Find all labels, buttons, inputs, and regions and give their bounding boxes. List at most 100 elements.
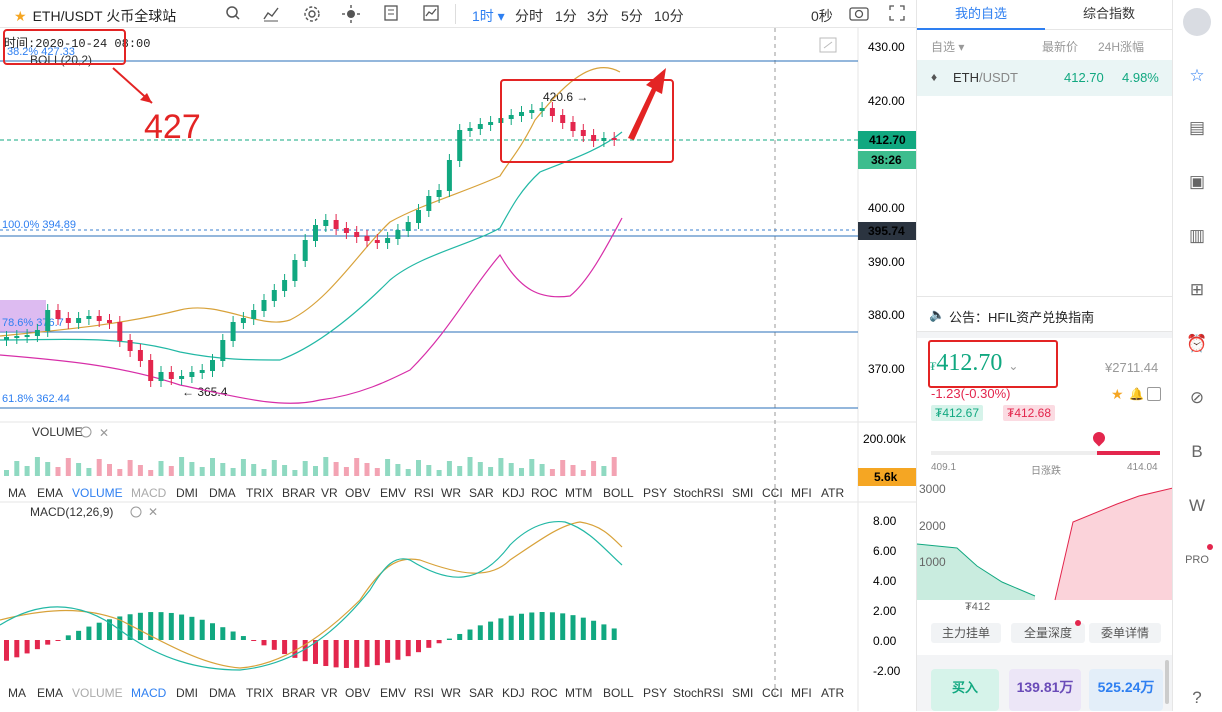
grid-icon[interactable] (1147, 387, 1161, 401)
tab-composite-index[interactable]: 综合指数 (1082, 6, 1135, 21)
tab-order-details[interactable]: 委单详情 (1089, 623, 1161, 643)
indicator-macd[interactable]: MACD (131, 686, 167, 700)
indicator-cci[interactable]: CCI (762, 686, 783, 700)
volume-settings-icon[interactable] (80, 426, 92, 438)
indicator-cci[interactable]: CCI (762, 486, 783, 500)
indicator-dma[interactable]: DMA (209, 486, 236, 500)
interval-3m[interactable]: 3分 (587, 8, 609, 24)
interval-5m[interactable]: 5分 (621, 8, 643, 24)
add-panel-icon[interactable]: ⊞ (1189, 280, 1205, 299)
indicator-emv[interactable]: EMV (380, 686, 406, 700)
camera-icon[interactable] (849, 5, 869, 23)
indicator-volume[interactable]: VOLUME (72, 486, 123, 500)
indicator-psy[interactable]: PSY (643, 486, 667, 500)
indicator-ema[interactable]: EMA (37, 686, 63, 700)
interval-1m[interactable]: 1分 (555, 8, 577, 24)
interval-timeline[interactable]: 分时 (515, 8, 543, 24)
favorite-star-icon[interactable]: ★ (1111, 386, 1124, 402)
news-icon[interactable]: ▤ (1188, 118, 1206, 137)
tab-full-depth[interactable]: 全量深度 (1011, 623, 1085, 643)
watchlist-row-eth[interactable]: ♦ ETH/USDT 412.70 4.98% (917, 60, 1173, 96)
indicator-dmi[interactable]: DMI (176, 486, 198, 500)
symbol-title[interactable]: ★ ETH/USDT 火币全球站 (14, 6, 176, 26)
macd-settings-icon[interactable] (130, 506, 142, 518)
indicator-atr[interactable]: ATR (821, 686, 844, 700)
tab-my-watchlist[interactable]: 我的自选 (917, 0, 1045, 30)
indicator-obv[interactable]: OBV (345, 686, 370, 700)
indicator-brar[interactable]: BRAR (282, 686, 316, 700)
stat-card-1[interactable]: 139.81万 (1009, 669, 1081, 711)
indicator-trix[interactable]: TRIX (246, 486, 273, 500)
depth-chart[interactable]: 3000 2000 1000 ₮412 (917, 478, 1173, 618)
ask-price[interactable]: ₮412.68 (1003, 405, 1056, 421)
indicator-smi[interactable]: SMI (732, 486, 753, 500)
help-icon[interactable]: ? (1192, 688, 1202, 707)
alert-bell-icon[interactable]: 🔔 (1129, 387, 1144, 401)
avatar[interactable] (1183, 8, 1211, 36)
indicator-ma[interactable]: MA (8, 486, 26, 500)
indicator-vr[interactable]: VR (321, 686, 338, 700)
buy-signal-card[interactable]: 买入 (931, 669, 999, 711)
search-icon[interactable] (224, 5, 242, 23)
indicator-mtm[interactable]: MTM (565, 486, 592, 500)
indicator-atr[interactable]: ATR (821, 486, 844, 500)
indicator-roc[interactable]: ROC (531, 686, 558, 700)
expand-icon[interactable] (819, 37, 837, 53)
indicator-mfi[interactable]: MFI (791, 486, 812, 500)
pro-icon[interactable]: PRO (1185, 554, 1209, 566)
indicator-icon[interactable] (422, 5, 440, 23)
indicator-volume[interactable]: VOLUME (72, 686, 123, 700)
alarm-clock-icon[interactable]: ⏰ (1186, 334, 1208, 353)
indicator-macd[interactable]: MACD (131, 486, 167, 500)
chart-type-icon[interactable] (262, 5, 280, 23)
scrollbar[interactable] (1165, 660, 1169, 704)
indicator-mtm[interactable]: MTM (565, 686, 592, 700)
interval-10m[interactable]: 10分 (654, 8, 684, 24)
list-b-icon[interactable]: B (1191, 442, 1203, 461)
bar-chart-icon[interactable]: ▥ (1188, 226, 1206, 245)
indicator-roc[interactable]: ROC (531, 486, 558, 500)
indicator-psy[interactable]: PSY (643, 686, 667, 700)
tab-main-orders[interactable]: 主力挂单 (931, 623, 1001, 643)
whitepaper-icon[interactable]: W (1188, 496, 1206, 515)
indicator-trix[interactable]: TRIX (246, 686, 273, 700)
indicator-stochrsi[interactable]: StochRSI (673, 486, 724, 500)
orders-icon[interactable]: ▣ (1188, 172, 1206, 191)
notice-bar[interactable]: 🔈 公告：HFIL资产兑换指南 (917, 296, 1173, 332)
indicator-brar[interactable]: BRAR (282, 486, 316, 500)
watchlist-star-icon[interactable]: ☆ (1189, 66, 1205, 85)
indicator-rsi[interactable]: RSI (414, 486, 434, 500)
indicator-dmi[interactable]: DMI (176, 686, 198, 700)
settings-icon[interactable] (303, 5, 321, 23)
volume-close-icon[interactable]: ✕ (99, 426, 109, 440)
fullscreen-icon[interactable] (888, 5, 906, 23)
interval-1h[interactable]: 1时 ▾ (472, 8, 505, 24)
indicator-stochrsi[interactable]: StochRSI (673, 686, 724, 700)
indicator-ma[interactable]: MA (8, 686, 26, 700)
indicator-rsi[interactable]: RSI (414, 686, 434, 700)
indicator-kdj[interactable]: KDJ (502, 686, 525, 700)
indicator-obv[interactable]: OBV (345, 486, 370, 500)
indicator-boll[interactable]: BOLL (603, 486, 634, 500)
bid-price[interactable]: ₮412.67 (931, 405, 984, 421)
indicator-sar[interactable]: SAR (469, 486, 494, 500)
indicator-vr[interactable]: VR (321, 486, 338, 500)
kline-chart[interactable]: 430.00 420.00 400.00 390.00 380.00 370.0… (0, 28, 916, 711)
indicator-smi[interactable]: SMI (732, 686, 753, 700)
indicator-ema[interactable]: EMA (37, 486, 63, 500)
indicator-dma[interactable]: DMA (209, 686, 236, 700)
indicator-mfi[interactable]: MFI (791, 686, 812, 700)
indicator-boll[interactable]: BOLL (603, 686, 634, 700)
indicator-emv[interactable]: EMV (380, 486, 406, 500)
indicator-kdj[interactable]: KDJ (502, 486, 525, 500)
compass-icon[interactable]: ⊘ (1189, 388, 1205, 407)
indicator-wr[interactable]: WR (441, 486, 461, 500)
theme-icon[interactable] (342, 5, 360, 23)
indicator-sar[interactable]: SAR (469, 686, 494, 700)
macd-close-icon[interactable]: ✕ (148, 505, 158, 519)
calculator-icon[interactable] (382, 5, 400, 23)
star-icon[interactable]: ★ (14, 8, 27, 24)
stat-card-2[interactable]: 525.24万 (1089, 669, 1163, 711)
watchlist-filter[interactable]: 自选 ▾ (931, 40, 965, 54)
indicator-wr[interactable]: WR (441, 686, 461, 700)
